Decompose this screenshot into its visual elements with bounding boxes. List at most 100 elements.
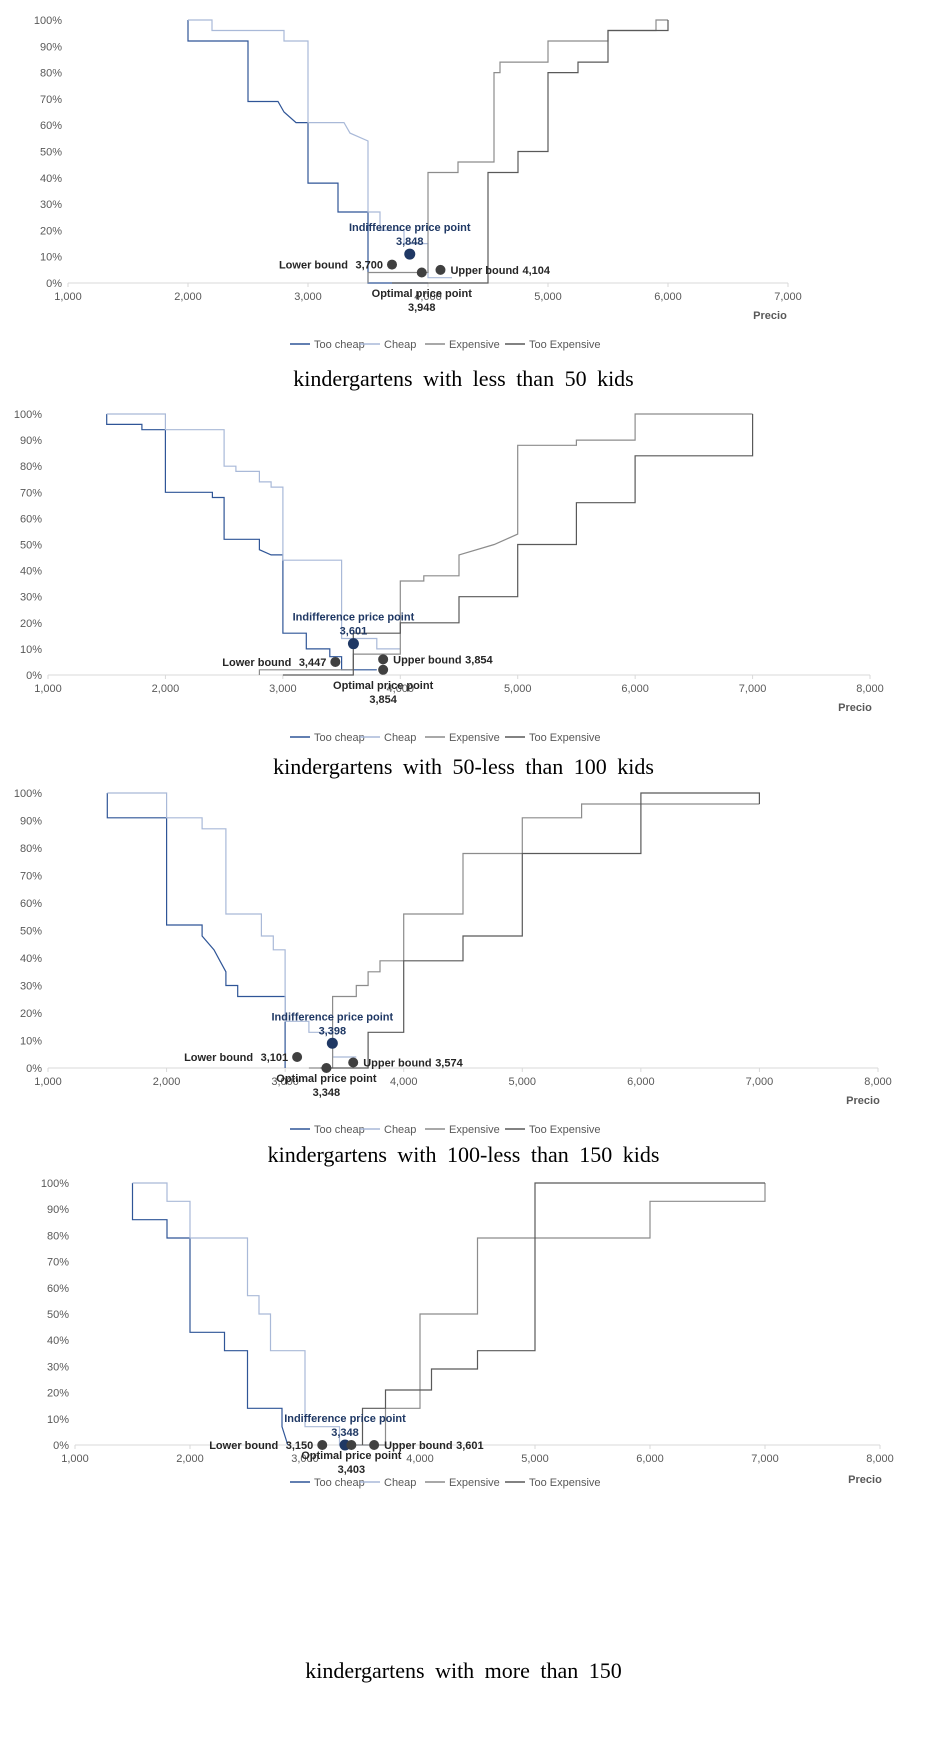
series-line-expensive	[308, 803, 760, 1069]
series-line-too-cheap	[106, 414, 377, 671]
series-line-cheap	[188, 19, 452, 279]
y-tick-label: 30%	[47, 1361, 69, 1373]
y-tick-label: 90%	[20, 816, 42, 828]
chart-2-svg: 0% 10% 20% 30% 40% 50% 60% 70% 80% 90% 100% 1,000 2,…	[14, 409, 884, 744]
optimal-label: Optimal price point	[333, 680, 434, 692]
optimal-label: Optimal price point	[372, 288, 473, 300]
x-tick-label: 2,000	[174, 291, 202, 303]
indifference-value: 3,398	[319, 1025, 347, 1037]
y-tick-label: 70%	[20, 871, 42, 883]
y-tick-label: 100%	[41, 1178, 69, 1190]
x-tick-label: 6,000	[636, 1453, 664, 1465]
legend-entry: Too Expensive	[529, 732, 601, 744]
x-tick-label: 5,000	[534, 291, 562, 303]
legend-entry: Cheap	[384, 1477, 416, 1489]
y-tick-label: 10%	[40, 252, 62, 264]
optimal-value: 3,348	[313, 1087, 341, 1099]
x-axis-title: Precio	[753, 310, 787, 322]
x-axis-title: Precio	[846, 1095, 880, 1107]
y-tick-label: 40%	[47, 1335, 69, 1347]
series-line-cheap	[106, 413, 401, 650]
legend-entry: Too cheap	[314, 732, 365, 744]
y-tick-label: 20%	[40, 225, 62, 237]
lower-bound-label: Lower bound	[184, 1052, 253, 1064]
series-line-too-expensive	[361, 1182, 765, 1445]
x-tick-label: 8,000	[866, 1453, 894, 1465]
optimal-point-marker	[346, 1440, 357, 1450]
y-tick-label: 90%	[40, 41, 62, 53]
upper-bound-label: Upper bound	[363, 1058, 431, 1070]
lower-bound-value: 3,700	[355, 260, 383, 272]
legend-entry: Too Expensive	[529, 339, 601, 351]
series-line-expensive	[351, 1183, 766, 1446]
x-tick-label: 6,000	[621, 683, 649, 695]
indifference-value: 3,348	[331, 1427, 359, 1439]
legend-entry: Expensive	[449, 1477, 500, 1489]
legend-entry: Too cheap	[314, 1477, 365, 1489]
y-tick-label: 70%	[47, 1257, 69, 1269]
y-tick-label: 60%	[20, 513, 42, 525]
y-tick-label: 0%	[53, 1440, 69, 1452]
y-tick-label: 80%	[20, 843, 42, 855]
upper-bound-value: 4,104	[522, 265, 550, 277]
x-tick-label: 4,000	[387, 683, 415, 695]
y-tick-label: 50%	[40, 147, 62, 159]
x-tick-label: 5,000	[509, 1076, 537, 1088]
upper-bound-marker	[378, 654, 389, 665]
y-tick-label: 50%	[47, 1309, 69, 1321]
optimal-point-marker	[416, 267, 427, 278]
lower-bound-marker	[330, 656, 341, 667]
legend-entry: Too Expensive	[529, 1477, 601, 1489]
x-tick-label: 5,000	[521, 1453, 549, 1465]
x-tick-label: 3,000	[291, 1453, 319, 1465]
x-tick-label: 3,000	[269, 683, 297, 695]
legend-entry: Too cheap	[314, 1124, 365, 1136]
series-line-expensive	[258, 413, 753, 675]
series-line-cheap	[107, 792, 357, 1058]
series-line-cheap	[132, 1182, 374, 1446]
x-tick-label: 4,000	[406, 1453, 434, 1465]
series-line-too-cheap	[106, 793, 286, 1068]
optimal-value: 3,403	[338, 1464, 366, 1476]
lower-bound-value: 3,150	[286, 1440, 314, 1452]
upper-bound-marker	[369, 1440, 380, 1450]
indifference-point-marker	[326, 1037, 338, 1049]
y-tick-label: 100%	[34, 15, 62, 27]
upper-bound-value: 3,574	[435, 1058, 463, 1070]
chart-panel-3: 0% 10% 20% 30% 40% 50% 60% 70% 80% 90% 100% 1,000 2,…	[0, 786, 927, 1168]
y-tick-label: 30%	[20, 592, 42, 604]
upper-bound-marker	[348, 1057, 359, 1068]
legend-entry: Expensive	[449, 339, 500, 351]
chart-panel-2: 0% 10% 20% 30% 40% 50% 60% 70% 80% 90% 100% 1,000 2,…	[0, 408, 927, 783]
y-tick-label: 60%	[40, 120, 62, 132]
x-tick-label: 2,000	[176, 1453, 204, 1465]
y-tick-label: 50%	[20, 926, 42, 938]
x-tick-label: 5,000	[504, 683, 532, 695]
y-tick-label: 70%	[20, 487, 42, 499]
chart-4-svg: 0% 10% 20% 30% 40% 50% 60% 70% 80% 90% 100% 1,000 2,…	[41, 1178, 894, 1489]
y-tick-label: 40%	[20, 953, 42, 965]
y-tick-label: 20%	[47, 1388, 69, 1400]
x-tick-label: 1,000	[34, 1076, 62, 1088]
y-tick-label: 20%	[20, 618, 42, 630]
x-tick-label: 3,000	[271, 1076, 299, 1088]
indifference-point-marker	[347, 638, 359, 650]
optimal-value: 3,854	[369, 694, 397, 706]
indifference-label: Indifference price point	[284, 1413, 406, 1425]
x-axis-title: Precio	[838, 702, 872, 714]
legend-entry: Too Expensive	[529, 1124, 601, 1136]
x-tick-label: 8,000	[864, 1076, 892, 1088]
y-tick-label: 40%	[40, 173, 62, 185]
legend-entry: Cheap	[384, 1124, 416, 1136]
y-tick-label: 100%	[14, 788, 42, 800]
legend-entry: Too cheap	[314, 339, 365, 351]
x-tick-label: 3,000	[294, 291, 322, 303]
x-tick-label: 1,000	[54, 291, 82, 303]
x-tick-label: 7,000	[739, 683, 767, 695]
x-tick-label: 2,000	[153, 1076, 181, 1088]
series-line-too-expensive	[392, 20, 669, 284]
y-tick-label: 60%	[47, 1283, 69, 1295]
legend-entry: Cheap	[384, 339, 416, 351]
legend-entry: Cheap	[384, 732, 416, 744]
chart-panel-4: 0% 10% 20% 30% 40% 50% 60% 70% 80% 90% 100% 1,000 2,…	[0, 1172, 927, 1745]
